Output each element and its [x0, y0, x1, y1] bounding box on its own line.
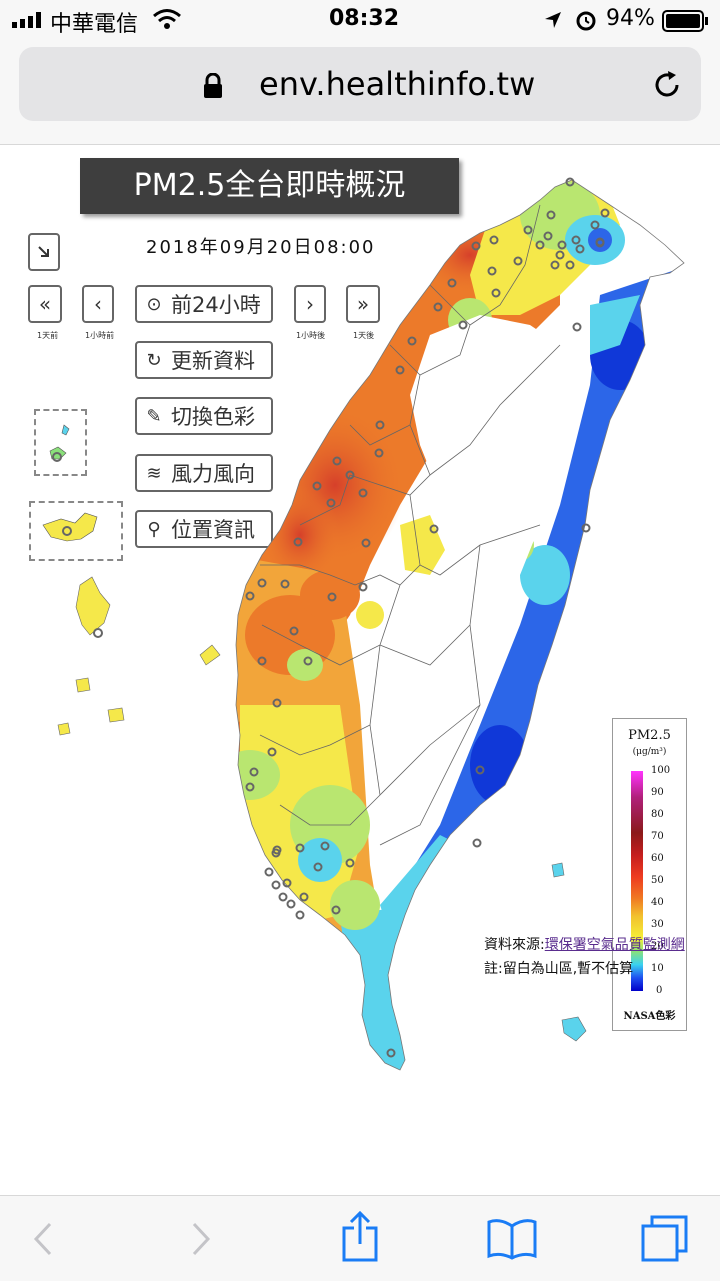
- forward-icon[interactable]: [190, 1220, 214, 1258]
- legend-tick: 100: [651, 765, 671, 776]
- color-switch-button[interactable]: ✎ 切換色彩: [135, 397, 273, 435]
- battery-icon: [662, 10, 708, 32]
- bookmarks-icon[interactable]: [486, 1218, 538, 1260]
- collapse-button[interactable]: [28, 233, 60, 271]
- browser-toolbar: [0, 1195, 720, 1281]
- location-arrow-icon: [545, 12, 561, 28]
- play-24h-button[interactable]: ⊙ 前24小時: [135, 285, 273, 323]
- legend-tick: 50: [651, 875, 664, 886]
- legend-tick: 30: [651, 919, 664, 930]
- day-back-label: 1天前: [37, 331, 59, 340]
- matsu-map: [49, 424, 70, 462]
- legend-tick: 90: [651, 787, 664, 798]
- day-forward-button[interactable]: »: [346, 285, 380, 323]
- penghu-south-islets: [57, 677, 125, 736]
- refresh-label: 更新資料: [171, 349, 255, 373]
- refresh-button[interactable]: ↻ 更新資料: [135, 341, 273, 379]
- legend-tick: 20: [651, 941, 664, 952]
- color-switch-label: 切換色彩: [171, 405, 255, 429]
- alarm-icon: [576, 11, 596, 31]
- map-pin-icon: ⚲: [147, 518, 161, 540]
- play-circle-icon: ⊙: [146, 293, 162, 315]
- monitoring-stations[interactable]: [245, 177, 610, 1058]
- wind-button[interactable]: ≋ 風力風向: [135, 454, 273, 492]
- reload-icon[interactable]: [651, 69, 683, 101]
- wind-icon: ≋: [146, 462, 162, 484]
- legend-title: PM2.5: [628, 728, 671, 743]
- status-bar: 中華電信 08:32 94%: [0, 0, 720, 40]
- taiwan-pm25-map[interactable]: [0, 145, 720, 1195]
- legend-tick: 70: [651, 831, 664, 842]
- day-back-button[interactable]: «: [28, 285, 62, 323]
- matsu-inset[interactable]: [34, 409, 87, 476]
- legend-tick: 10: [651, 963, 664, 974]
- data-source: 資料來源:環保署空氣品質監測網 註:留白為山區,暫不估算: [484, 933, 685, 981]
- source-label: 資料來源:: [484, 937, 545, 953]
- legend-tick: 60: [651, 853, 664, 864]
- carrier-label: 中華電信: [50, 12, 139, 37]
- penghu-islet: [199, 644, 221, 666]
- penghu-islands: [75, 576, 111, 636]
- hour-forward-button[interactable]: ›: [294, 285, 326, 323]
- wind-label: 風力風向: [171, 462, 255, 486]
- kinmen-inset[interactable]: [29, 501, 123, 561]
- chevron-right-icon: ›: [306, 292, 314, 316]
- battery-percent: 94%: [606, 6, 655, 31]
- legend-color-bar: [631, 771, 643, 991]
- page-title: PM2.5全台即時概況: [80, 158, 459, 214]
- hour-back-button[interactable]: ‹: [82, 285, 114, 323]
- legend-unit: (μg/m³): [632, 747, 667, 757]
- kinmen-map: [42, 512, 98, 542]
- legend-ticks: 100 90 80 70 60 50 40 30 20 10 0: [651, 765, 683, 997]
- signal-icon: [12, 12, 41, 28]
- day-forward-label: 1天後: [353, 331, 375, 340]
- clock: 08:32: [329, 6, 400, 31]
- tabs-icon[interactable]: [640, 1214, 690, 1262]
- double-chevron-left-icon: «: [38, 292, 52, 316]
- hour-forward-label: 1小時後: [296, 331, 326, 340]
- orchid-island: [561, 1016, 587, 1042]
- browser-chrome: env.healthinfo.tw: [0, 40, 720, 145]
- legend-tick: 0: [656, 985, 663, 996]
- arrow-down-right-icon: [38, 246, 49, 257]
- legend-tick: 80: [651, 809, 664, 820]
- data-timestamp: 2018年09月20日08:00: [146, 237, 376, 258]
- location-label: 位置資訊: [171, 518, 255, 542]
- location-button[interactable]: ⚲ 位置資訊: [135, 510, 273, 548]
- url-text[interactable]: env.healthinfo.tw: [259, 65, 536, 103]
- address-bar[interactable]: env.healthinfo.tw: [19, 47, 701, 121]
- play-24h-label: 前24小時: [171, 293, 261, 317]
- hour-back-label: 1小時前: [85, 331, 115, 340]
- pm25-legend: PM2.5 (μg/m³) 100 90 80 70 60 50 40 30 2…: [612, 718, 687, 1031]
- page-content: PM2.5全台即時概況 2018年09月20日08:00 « 1天前 ‹ 1小時…: [0, 145, 720, 1195]
- share-icon[interactable]: [340, 1210, 380, 1264]
- green-island: [551, 862, 565, 878]
- source-note: 註:留白為山區,暫不估算: [484, 961, 634, 977]
- back-icon[interactable]: [30, 1220, 54, 1258]
- main-island: [236, 180, 684, 1070]
- double-chevron-right-icon: »: [356, 292, 370, 316]
- lock-icon: [204, 73, 222, 98]
- refresh-icon: ↻: [146, 349, 162, 371]
- legend-footer: NASA色彩: [623, 1011, 676, 1022]
- paintbrush-icon: ✎: [146, 405, 162, 427]
- chevron-left-icon: ‹: [94, 292, 102, 316]
- legend-tick: 40: [651, 897, 664, 908]
- source-link[interactable]: 環保署空氣品質監測網: [544, 937, 685, 953]
- wifi-icon: [153, 9, 181, 29]
- penghu-station[interactable]: [93, 628, 103, 638]
